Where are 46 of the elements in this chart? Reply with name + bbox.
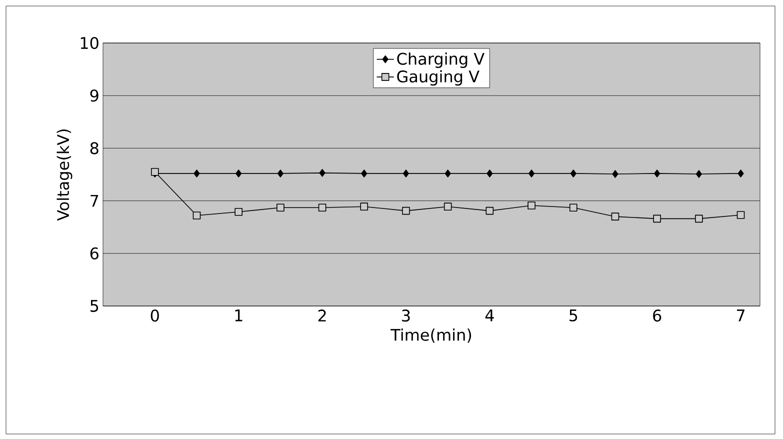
point <box>360 202 368 210</box>
point <box>570 170 576 178</box>
point <box>277 170 284 178</box>
x-tick-label: 1 <box>235 310 242 322</box>
point <box>736 211 745 219</box>
point <box>444 202 452 210</box>
point <box>695 214 703 223</box>
y-tick-label: 8 <box>90 142 98 154</box>
legend-label: Gauging V <box>397 70 480 86</box>
point <box>528 202 536 210</box>
point <box>361 170 368 178</box>
point <box>696 170 702 178</box>
legend-label: Charging V <box>397 52 484 68</box>
y-tick-label: 10 <box>80 36 98 50</box>
point <box>486 206 494 215</box>
y-tick-label: 7 <box>90 194 98 207</box>
point <box>236 170 242 178</box>
point <box>192 212 201 220</box>
x-axis-title: Time(min) <box>390 328 472 343</box>
point <box>738 170 744 178</box>
y-axis-title: Voltage(kV) <box>56 130 72 221</box>
point <box>402 170 410 178</box>
point <box>444 170 451 178</box>
point <box>612 170 618 178</box>
point <box>194 170 200 178</box>
x-tick-label: 4 <box>485 310 494 322</box>
point <box>569 204 578 212</box>
x-tick-label: 7 <box>736 310 744 322</box>
x-tick-label: 0 <box>150 310 159 322</box>
x-tick-label: 5 <box>570 310 578 322</box>
point <box>319 169 326 177</box>
y-tick-label: 9 <box>90 90 98 102</box>
point <box>486 170 493 178</box>
point <box>276 204 284 212</box>
y-tick-label: 6 <box>90 247 98 260</box>
point <box>234 208 242 216</box>
x-tick-label: 2 <box>318 310 326 322</box>
point <box>611 212 620 220</box>
x-tick-label: 3 <box>402 310 410 322</box>
point <box>654 170 660 178</box>
point <box>528 170 535 178</box>
point <box>318 204 326 212</box>
point <box>402 206 410 215</box>
x-tick-label: 6 <box>653 310 662 322</box>
point <box>653 214 661 223</box>
y-tick-label: 5 <box>90 300 98 312</box>
